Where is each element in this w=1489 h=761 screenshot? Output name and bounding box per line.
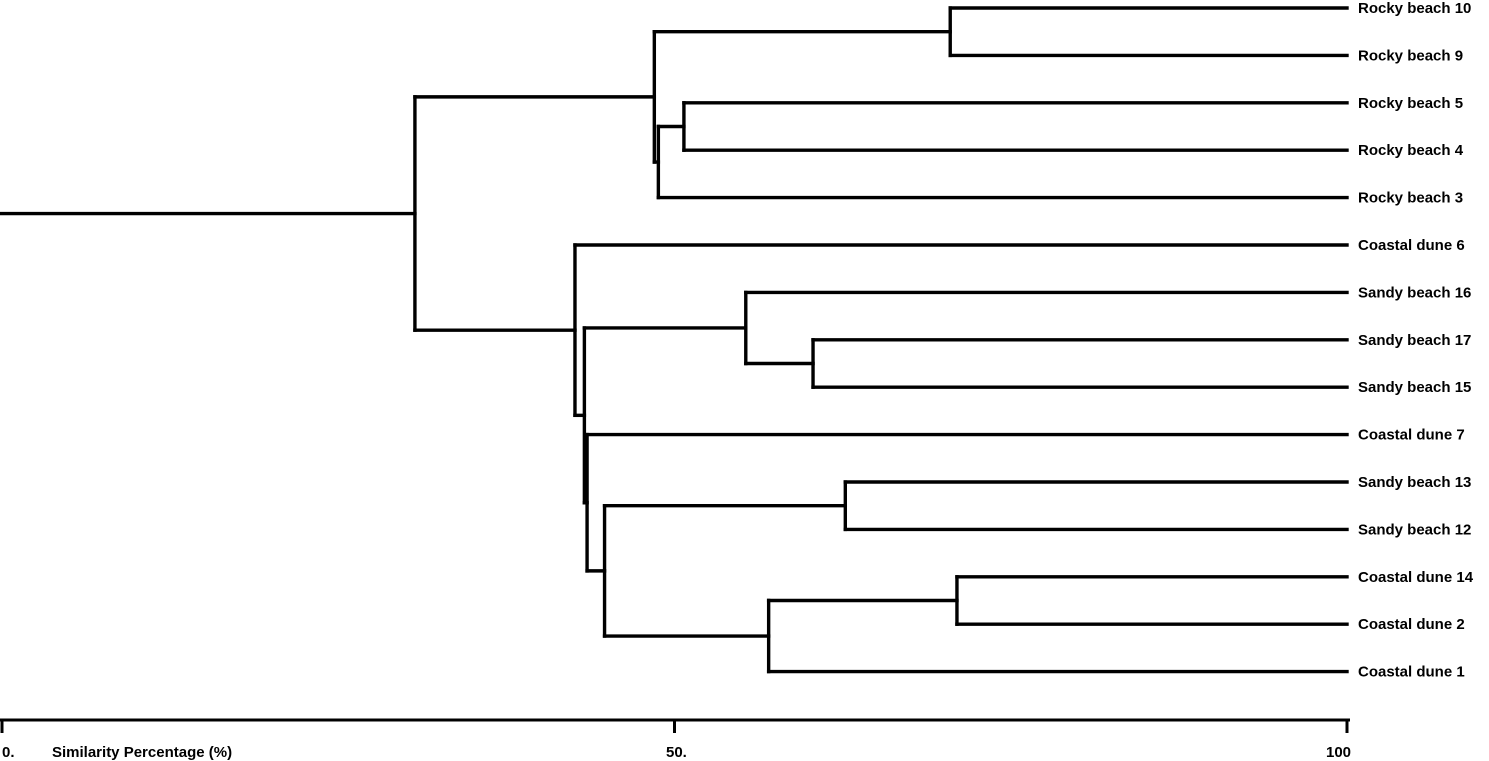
leaf-label: Coastal dune 7 (1358, 427, 1465, 444)
x-tick-label: 50. (666, 744, 687, 761)
dendrogram-branches (0, 6, 1349, 674)
x-tick-label: 100 (1326, 744, 1351, 761)
leaf-label: Coastal dune 14 (1358, 569, 1474, 586)
leaf-labels: Rocky beach 10 Rocky beach 9 Rocky beach 5… (1358, 0, 1474, 681)
leaf-label: Rocky beach 5 (1358, 95, 1463, 112)
leaf-label: Rocky beach 9 (1358, 47, 1463, 64)
x-axis: 0. 50. 100 Similarity Percentage (%) (0, 718, 1351, 761)
leaf-label: Coastal dune 6 (1358, 237, 1465, 254)
leaf-label: Sandy beach 12 (1358, 521, 1471, 538)
leaf-label: Sandy beach 13 (1358, 474, 1471, 491)
leaf-label: Sandy beach 15 (1358, 379, 1471, 396)
x-axis-ticks: 0. 50. 100 (0, 720, 1351, 761)
leaf-label: Rocky beach 4 (1358, 142, 1464, 159)
leaf-label: Sandy beach 17 (1358, 332, 1471, 349)
leaf-label: Coastal dune 2 (1358, 616, 1465, 633)
leaf-label: Rocky beach 3 (1358, 190, 1463, 207)
leaf-label: Rocky beach 10 (1358, 0, 1471, 17)
x-tick-label: 0. (2, 744, 15, 761)
x-axis-title: Similarity Percentage (%) (52, 744, 232, 761)
leaf-label: Coastal dune 1 (1358, 664, 1465, 681)
leaf-label: Sandy beach 16 (1358, 284, 1471, 301)
